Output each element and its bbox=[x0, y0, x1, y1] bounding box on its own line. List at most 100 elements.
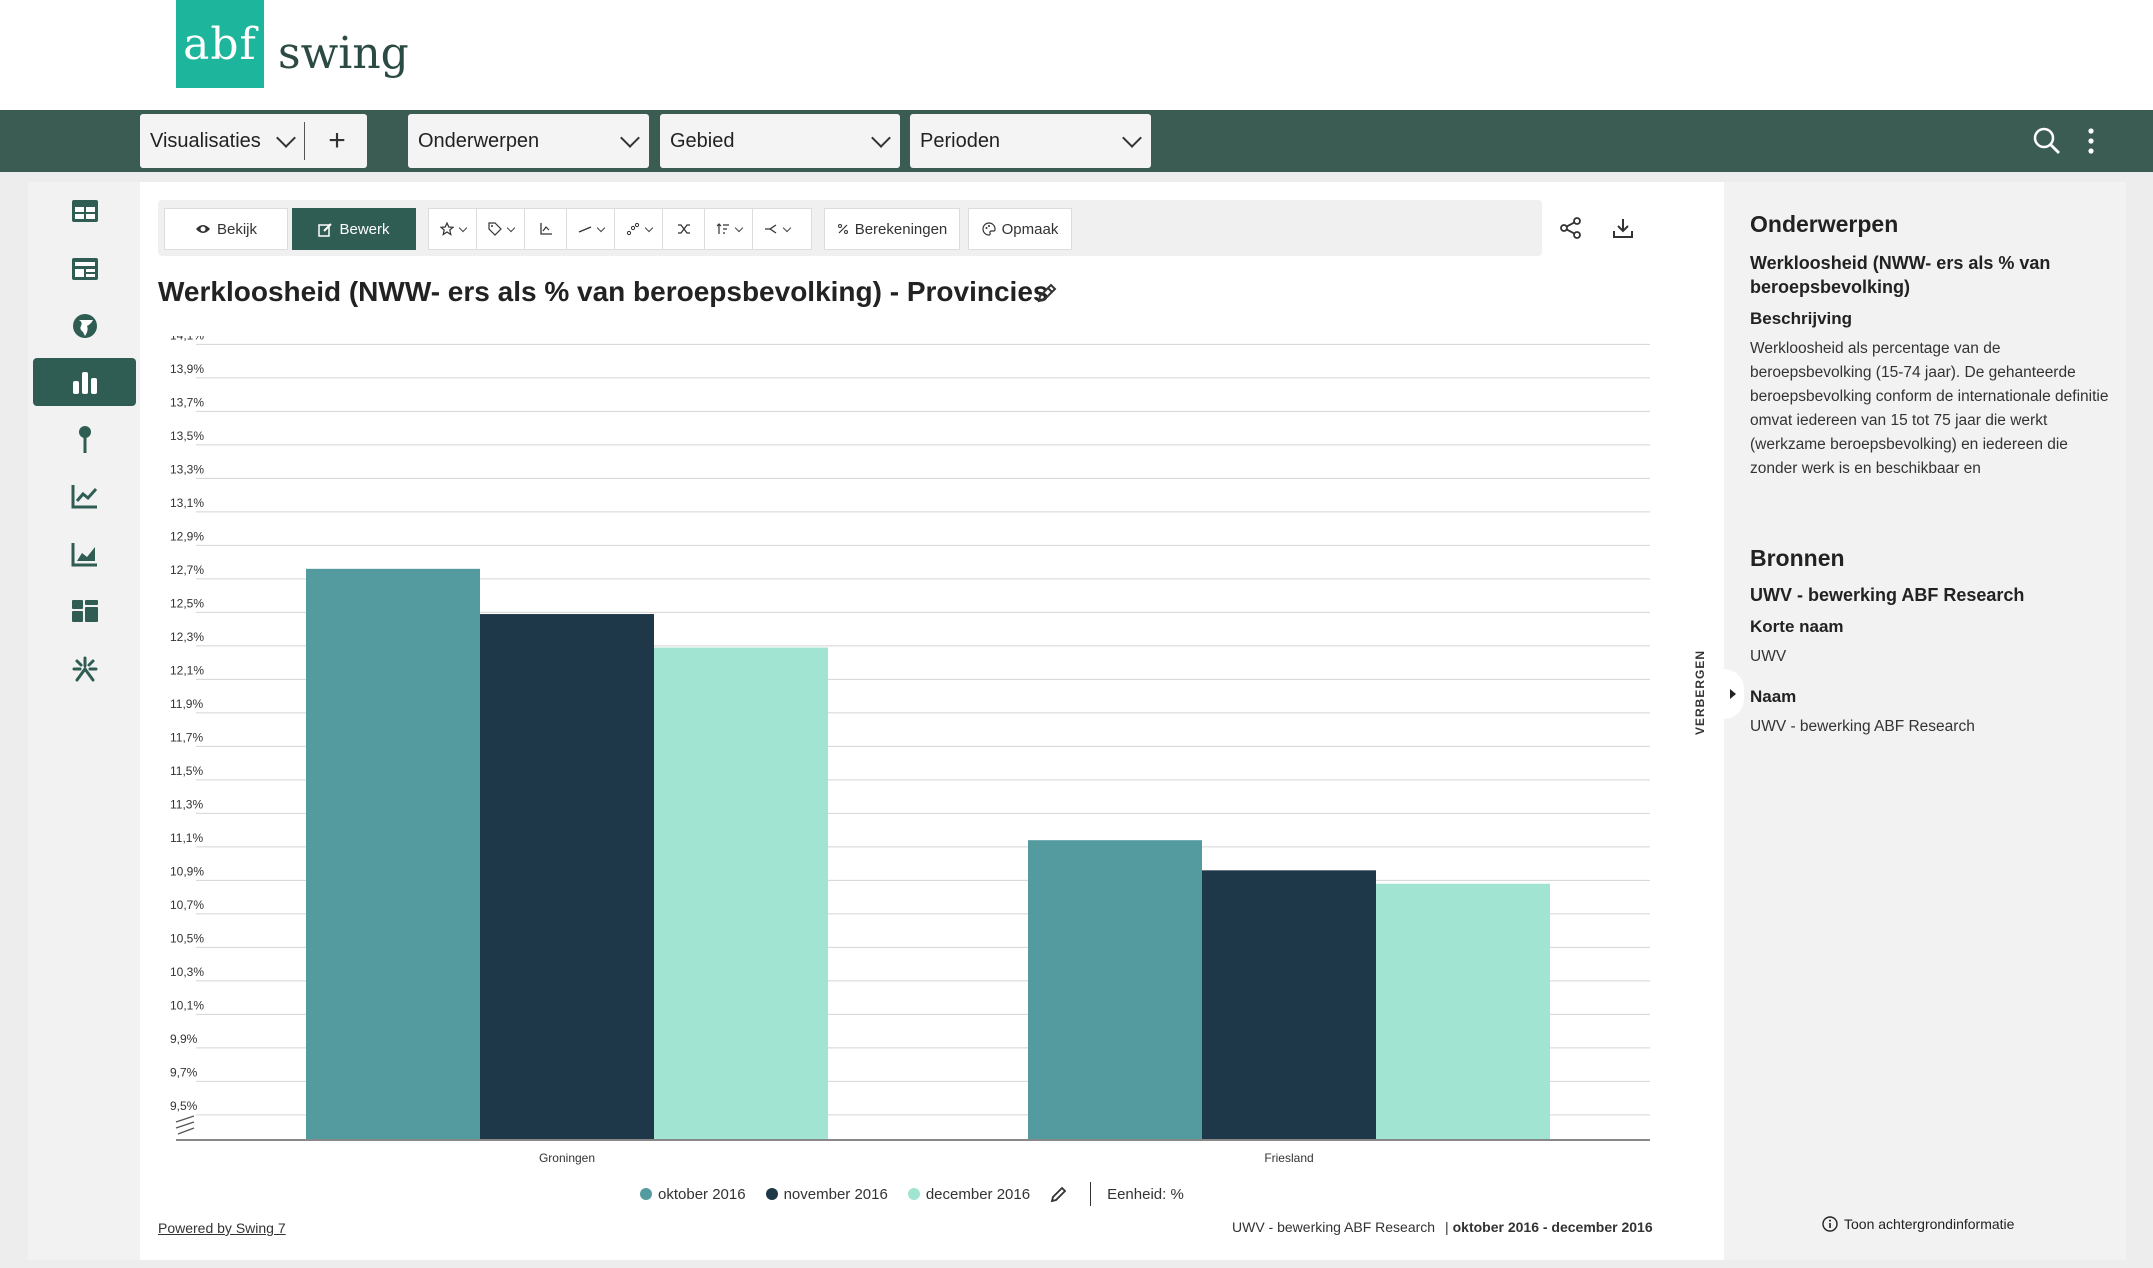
add-visualisation-button[interactable]: + bbox=[328, 124, 346, 157]
bronnen-heading: Bronnen bbox=[1750, 545, 1845, 571]
y-tick-label: 9,9% bbox=[170, 1032, 198, 1046]
chevron-down-icon bbox=[506, 223, 515, 232]
legend-label: oktober 2016 bbox=[658, 1185, 746, 1203]
sidebar-item-dashboard[interactable] bbox=[33, 245, 136, 293]
sidebar-item-line-chart[interactable] bbox=[33, 472, 136, 520]
y-tick-label: 11,3% bbox=[170, 797, 203, 811]
logo-mark[interactable]: abf bbox=[176, 0, 264, 88]
sidebar-item-map-pin[interactable] bbox=[33, 416, 136, 464]
line-style-dropdown[interactable] bbox=[567, 209, 615, 249]
bar-chart-icon bbox=[72, 372, 97, 394]
caret-right-icon bbox=[1730, 689, 1736, 699]
chart-options-group bbox=[428, 208, 812, 250]
chevron-down-icon bbox=[1122, 128, 1142, 148]
chevron-down-icon bbox=[276, 128, 296, 148]
legend-label: november 2016 bbox=[783, 1185, 888, 1203]
search-icon[interactable] bbox=[2032, 126, 2062, 161]
format-button[interactable]: Opmaak bbox=[968, 208, 1072, 250]
calculations-label: Berekeningen bbox=[854, 220, 948, 238]
info-icon bbox=[1822, 1216, 1838, 1232]
split-icon bbox=[765, 224, 777, 234]
y-tick-label: 11,7% bbox=[170, 730, 203, 744]
favorite-dropdown[interactable] bbox=[429, 209, 477, 249]
legend-swatch bbox=[765, 1188, 778, 1200]
percent-icon bbox=[837, 224, 848, 234]
app-header: abf swing bbox=[0, 0, 2153, 110]
chart-toolbar: Bekijk Bewerk Berekeningen bbox=[158, 200, 1542, 256]
globe-icon bbox=[72, 314, 97, 338]
edit-button[interactable]: Bewerk bbox=[292, 208, 416, 250]
powered-by-link[interactable]: Powered by Swing 7 bbox=[158, 1220, 286, 1236]
topic-name: Werkloosheid (NWW- ers als % van beroeps… bbox=[1750, 253, 2051, 297]
more-vertical-icon[interactable] bbox=[2086, 127, 2096, 160]
hide-panel-label[interactable]: VERBERGEN bbox=[1693, 650, 1707, 736]
share-icon[interactable] bbox=[1560, 217, 1582, 244]
axis-button[interactable] bbox=[525, 209, 567, 249]
shuffle-icon bbox=[677, 224, 690, 234]
palette-icon bbox=[982, 222, 996, 236]
legend-item[interactable]: december 2016 bbox=[907, 1186, 1030, 1203]
sort-dropdown[interactable] bbox=[705, 209, 753, 249]
perioden-select[interactable]: Perioden bbox=[910, 114, 1151, 168]
scatter-dropdown[interactable] bbox=[615, 209, 663, 249]
korte-naam-label: Korte naam bbox=[1750, 617, 1844, 636]
edit-label: Bewerk bbox=[339, 220, 390, 238]
bar-groningen-2 bbox=[654, 647, 828, 1140]
chevron-down-icon bbox=[782, 223, 792, 232]
onderwerpen-label: Onderwerpen bbox=[418, 129, 540, 152]
legend-item[interactable]: november 2016 bbox=[765, 1185, 888, 1203]
edit-title-icon[interactable] bbox=[1036, 282, 1058, 309]
bar-friesland-2 bbox=[1376, 883, 1550, 1140]
sidebar-item-area-chart[interactable] bbox=[33, 530, 136, 578]
chevron-down-icon bbox=[620, 128, 640, 148]
widgets-icon bbox=[71, 600, 98, 622]
gebied-label: Gebied bbox=[670, 129, 735, 152]
y-tick-label: 11,5% bbox=[170, 764, 203, 778]
view-button[interactable]: Bekijk bbox=[164, 208, 288, 250]
sidebar-item-sparkle[interactable] bbox=[33, 645, 136, 693]
y-tick-label: 13,3% bbox=[170, 462, 204, 476]
map-pin-icon bbox=[78, 426, 91, 453]
y-tick-label: 13,7% bbox=[170, 395, 204, 409]
y-tick-label: 12,9% bbox=[170, 529, 204, 543]
sidebar-item-widgets[interactable] bbox=[33, 587, 136, 635]
show-background-info-button[interactable]: Toon achtergrondinformatie bbox=[1822, 1216, 2014, 1232]
sidebar-item-bar-chart[interactable] bbox=[33, 358, 136, 406]
source-footer: UWV - bewerking ABF Research | oktober 20… bbox=[1232, 1219, 1653, 1235]
chevron-down-icon bbox=[596, 223, 605, 232]
gebied-select[interactable]: Gebied bbox=[660, 114, 900, 168]
sidebar-item-globe[interactable] bbox=[33, 302, 136, 350]
sidebar-item-table[interactable] bbox=[33, 187, 136, 235]
y-tick-label: 9,5% bbox=[170, 1099, 198, 1113]
axis-break-icon bbox=[175, 1115, 195, 1135]
eye-icon bbox=[195, 225, 210, 233]
y-tick-label: 13,1% bbox=[170, 496, 204, 510]
collapse-panel-button[interactable] bbox=[1722, 669, 1744, 719]
chart-title: Werkloosheid (NWW- ers als % van beroeps… bbox=[158, 276, 1049, 307]
trendline-icon bbox=[578, 226, 591, 233]
y-tick-label: 14,1% bbox=[170, 336, 204, 342]
show-background-info-label: Toon achtergrondinformatie bbox=[1844, 1216, 2015, 1232]
label-dropdown[interactable] bbox=[477, 209, 525, 249]
star-icon bbox=[439, 222, 454, 236]
visualisaties-select[interactable]: Visualisaties + bbox=[140, 114, 367, 168]
y-tick-label: 12,1% bbox=[170, 663, 204, 677]
shuffle-button[interactable] bbox=[663, 209, 705, 249]
legend-item[interactable]: oktober 2016 bbox=[640, 1186, 746, 1203]
sparkle-icon bbox=[72, 656, 97, 682]
naam-label: Naam bbox=[1750, 687, 1797, 706]
line-chart-icon bbox=[71, 485, 97, 509]
download-icon[interactable] bbox=[1612, 217, 1634, 244]
logo-word: swing bbox=[278, 28, 409, 79]
split-dropdown[interactable] bbox=[753, 209, 801, 249]
calculations-button[interactable]: Berekeningen bbox=[824, 208, 960, 250]
area-chart-icon bbox=[71, 543, 97, 567]
top-navbar: Visualisaties + Onderwerpen Gebied Perio… bbox=[0, 110, 2153, 172]
source-name: UWV - bewerking ABF Research bbox=[1232, 1219, 1436, 1235]
chevron-down-icon bbox=[458, 223, 467, 232]
bar-groningen-0 bbox=[306, 568, 480, 1140]
edit-legend-icon[interactable] bbox=[1050, 1185, 1068, 1203]
onderwerpen-select[interactable]: Onderwerpen bbox=[408, 114, 649, 168]
table-icon bbox=[71, 200, 98, 222]
divider bbox=[304, 122, 305, 160]
